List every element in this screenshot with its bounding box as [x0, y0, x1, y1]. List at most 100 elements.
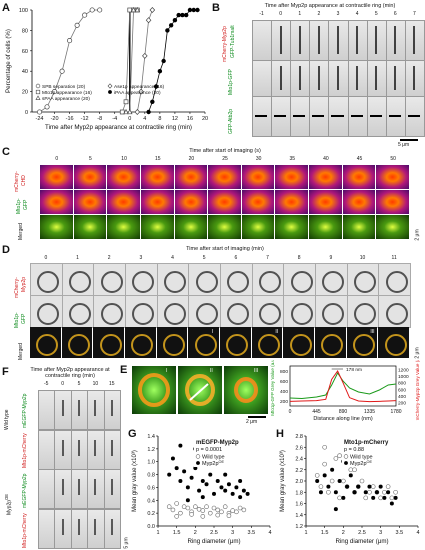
panel-a-legend-marker	[108, 90, 112, 94]
panel-f-ring	[61, 518, 64, 535]
panel-g-scatter-chart: 1 1.5 2 2.5 3 3.5 4 0.0 0.2 0.4 0.6 0.8 1.0 1.2 1.4 Rin…	[132, 434, 272, 545]
panel-e-yl-tick-label: 800	[280, 369, 288, 375]
panel-d-ring	[163, 302, 186, 325]
panel-a-point	[161, 58, 166, 64]
panel-d-ring	[195, 270, 218, 293]
panel-d-frame	[188, 295, 221, 328]
panel-h-point-wt	[329, 478, 335, 484]
panel-b-time-label: 1	[298, 11, 302, 17]
panel-e-x-tick-label: 1335	[364, 409, 375, 415]
panel-g-point-oe	[223, 472, 228, 477]
panel-g-point-oe	[238, 479, 243, 483]
panel-f-ring	[78, 518, 80, 535]
panel-c-heat-frame	[309, 190, 342, 214]
panel-d-frame	[125, 263, 158, 296]
panel-c-time-label: 0	[55, 156, 59, 162]
panel-d-frame	[378, 263, 411, 296]
panel-a-point	[52, 89, 58, 95]
panel-h-point-oe	[326, 484, 331, 489]
panel-a-point	[123, 108, 129, 115]
panel-label-b: B	[212, 2, 220, 14]
panel-d-ring	[289, 333, 312, 356]
panel-g-y-tick-label: 1.4	[147, 434, 155, 440]
panel-h-point-wt	[363, 495, 369, 501]
panel-a-point	[145, 17, 152, 24]
panel-c-row-label-1: mCherry-	[14, 171, 20, 192]
panel-h-point-oe	[337, 479, 342, 483]
panel-d-row-label-1: mCherry-	[14, 277, 20, 298]
panel-h-point-wt	[326, 489, 331, 495]
panel-h-point-wt	[337, 495, 342, 501]
panel-f-ring	[78, 479, 80, 495]
panel-g-point-oe	[238, 495, 243, 500]
panel-f-row-label-2: Mto1p-mCherry	[22, 433, 28, 468]
panel-a-point	[191, 7, 196, 13]
panel-f-frame	[38, 469, 56, 509]
panel-h-y-label: Mean gray value (x10³)	[280, 450, 286, 512]
panel-d-frame	[315, 295, 348, 328]
panel-h-scatter-chart: 1 1.5 2 2.5 3 3.5 4 1.2 1.4 1.6 1.8 2.0 2.2 2.4 2.6 2.8…	[280, 434, 420, 545]
panel-a-y-label: Percentage of cells (%)	[5, 29, 12, 93]
panel-b-time-label: 7	[413, 11, 416, 17]
panel-c-time-label: 40	[323, 156, 329, 162]
panel-label-h: H	[276, 428, 284, 440]
panel-d-ring	[132, 302, 155, 325]
panel-g-point-oe	[215, 479, 220, 483]
panel-e-yr-tick-label: 400	[398, 394, 406, 400]
panel-g-y-tick-label: 0.2	[147, 511, 155, 517]
panel-d-ring	[132, 270, 155, 293]
panel-g-point-wt	[230, 508, 235, 513]
panel-label-e: E	[120, 364, 128, 376]
panel-d-frame	[283, 327, 314, 358]
panel-g-point-wt	[215, 512, 221, 518]
panel-h-legend-oe-marker	[344, 461, 348, 465]
panel-f-ring	[94, 439, 97, 456]
panel-h-y-tick-label: 2.2	[295, 468, 303, 474]
panel-c-heat-frame	[275, 165, 309, 189]
panel-e-x-tick-label: 1780	[390, 409, 401, 415]
panel-h-point-oe	[352, 490, 357, 495]
panel-e-y-label-left: Mto1p-GFP Grey Value (a.u.)	[270, 360, 275, 416]
panel-b-spindle	[369, 115, 382, 117]
panel-a-chart: -24 -20 -16 -12 -8 -4 0 4 8 12 16 20 0 20 40 60 80 100 Tim…	[5, 6, 208, 131]
panel-g-legend-wt-marker	[195, 454, 201, 459]
panel-d-ring	[258, 270, 281, 293]
panel-h-point-oe	[393, 495, 398, 500]
panel-d-frame	[93, 327, 124, 358]
panel-h-legend-oe-label: Myp2pOE	[350, 460, 372, 467]
panel-e-frame	[289, 365, 397, 407]
panel-g-point-wt	[204, 504, 209, 510]
panel-d-frame	[251, 263, 285, 296]
panel-b-spindle	[274, 115, 287, 117]
panel-e-line-chart: 0 445 890 1335 17802004006008002004006008001…	[270, 360, 420, 422]
panel-h-y-tick-label: 1.8	[295, 490, 303, 496]
panel-g-point-wt	[215, 507, 221, 513]
panel-f-group-wildtype: Wild type	[4, 409, 10, 430]
panel-g-point-wt	[174, 501, 179, 506]
panel-a-x-tick-label: 0	[128, 116, 131, 122]
panel-d-roman-label: II	[275, 329, 279, 335]
panel-d-ring	[195, 302, 218, 325]
panel-g-point-oe	[167, 472, 172, 477]
panel-a-point	[142, 52, 148, 59]
panel-b-spindle	[407, 115, 420, 117]
panel-g-point-wt	[166, 504, 172, 510]
panel-d-frame	[30, 327, 61, 358]
panel-a-series-line	[126, 9, 138, 113]
panel-f-image-rows	[38, 390, 121, 549]
panel-g-point-wt	[222, 504, 228, 510]
panel-a-point	[168, 23, 174, 28]
panel-b-scale-label: 5 μm	[398, 142, 410, 148]
panel-d-frame	[61, 263, 95, 296]
panel-a-point	[150, 99, 155, 105]
panel-d-time-label: 2	[107, 255, 111, 261]
panel-e-yr-tick-label: 800	[398, 381, 406, 387]
panel-g-legend-bg	[194, 437, 266, 467]
panel-c-time-label: 25	[222, 156, 228, 162]
panel-c-heat-frame	[376, 190, 409, 214]
panel-d-ring	[67, 333, 90, 356]
panel-c-row-label-3: Merged	[18, 223, 24, 240]
panel-h-x-tick-label: 2.5	[358, 530, 366, 536]
panel-a-y-tick-label: 100	[19, 8, 28, 14]
panel-a-series-line	[136, 9, 153, 113]
